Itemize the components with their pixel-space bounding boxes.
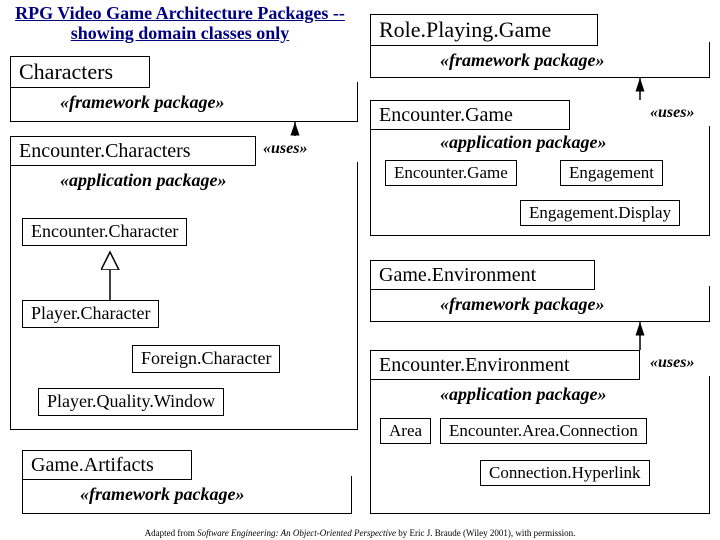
stereotype-framework-1: «framework package» [60,92,224,113]
class-connection-hyperlink: Connection.Hyperlink [480,460,650,486]
class-encounter-character: Encounter.Character [22,218,187,246]
uses-3: «uses» [650,354,694,372]
stereotype-framework-2: «framework package» [440,50,604,71]
stereotype-framework-3: «framework package» [440,294,604,315]
class-encounter-area-connection: Encounter.Area.Connection [440,418,647,444]
title-line2: showing domain classes only [71,23,290,43]
stereotype-framework-4: «framework package» [80,484,244,505]
diagram-title: RPG Video Game Architecture Packages -- … [10,4,350,44]
stereotype-application-1: «application package» [60,170,226,191]
class-encounter-game: Encounter.Game [385,160,517,186]
class-foreign-character: Foreign.Character [132,345,280,373]
footer-citation: Adapted from Software Engineering: An Ob… [0,528,720,538]
footer-pre: Adapted from [145,528,197,538]
title-line1: RPG Video Game Architecture Packages -- [15,3,345,23]
class-engagement: Engagement [560,160,663,186]
stereotype-application-2: «application package» [440,132,606,153]
footer-post: by Eric J. Braude (Wiley 2001), with per… [396,528,575,538]
class-engagement-display: Engagement.Display [520,200,680,226]
class-player-character: Player.Character [22,300,159,328]
uses-1: «uses» [263,140,307,158]
footer-title: Software Engineering: An Object-Oriented… [197,528,396,538]
class-player-quality-window: Player.Quality.Window [38,388,224,416]
uses-2: «uses» [650,104,694,122]
stereotype-application-3: «application package» [440,384,606,405]
class-area: Area [380,418,431,444]
